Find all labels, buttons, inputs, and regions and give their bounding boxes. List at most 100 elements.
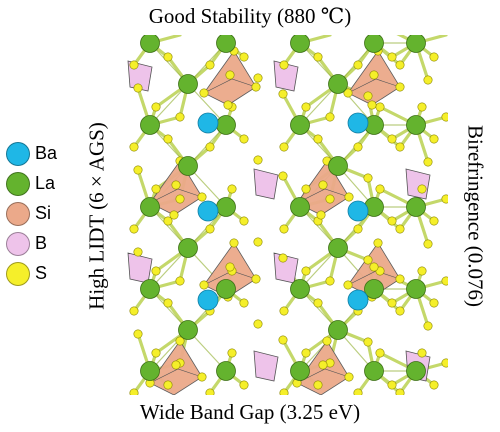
s-atom bbox=[301, 266, 311, 276]
s-atom bbox=[225, 262, 235, 272]
s-atom bbox=[175, 194, 185, 204]
s-atom bbox=[163, 298, 173, 308]
s-atom bbox=[353, 142, 363, 152]
la-atom bbox=[290, 35, 310, 53]
s-atom bbox=[129, 306, 139, 316]
s-atom bbox=[253, 237, 263, 247]
s-atom bbox=[279, 388, 289, 395]
s-atom bbox=[129, 388, 139, 395]
s-atom bbox=[197, 192, 207, 202]
s-atom bbox=[171, 360, 181, 370]
s-atom bbox=[441, 276, 448, 286]
s-atom bbox=[199, 88, 209, 98]
s-atom bbox=[205, 388, 215, 395]
s-atom bbox=[251, 82, 261, 92]
legend-item-b: B bbox=[6, 230, 76, 260]
s-atom bbox=[278, 335, 288, 345]
s-atom bbox=[253, 73, 263, 83]
s-atom bbox=[369, 262, 379, 272]
s-atom bbox=[129, 142, 139, 152]
la-atom bbox=[364, 361, 384, 381]
legend-label-b: B bbox=[35, 233, 48, 253]
s-atom bbox=[223, 100, 233, 110]
s-atom bbox=[344, 372, 354, 382]
la-atom bbox=[406, 197, 426, 217]
s-atom bbox=[417, 348, 427, 358]
la-atom bbox=[328, 156, 348, 176]
s-atom bbox=[169, 210, 179, 220]
s-atom bbox=[387, 52, 397, 62]
s-atom bbox=[133, 247, 143, 257]
s-atom bbox=[279, 142, 289, 152]
s-atom bbox=[316, 210, 326, 220]
s-atom bbox=[313, 134, 323, 144]
s-atom bbox=[278, 253, 288, 263]
la-atom bbox=[328, 74, 348, 94]
s-atom bbox=[175, 336, 185, 346]
legend-item-si: Si bbox=[6, 200, 76, 230]
s-atom bbox=[197, 372, 207, 382]
s-atom bbox=[429, 298, 439, 308]
ba-atom bbox=[197, 200, 219, 222]
s-atom bbox=[367, 100, 377, 110]
atoms-layer bbox=[129, 35, 448, 395]
s-atom bbox=[395, 388, 405, 395]
s-atom bbox=[225, 70, 235, 80]
ba-atom bbox=[197, 289, 219, 311]
s-atom bbox=[387, 134, 397, 144]
s-atom bbox=[279, 60, 289, 70]
s-atom bbox=[395, 224, 405, 234]
s-atom bbox=[363, 255, 373, 265]
s-atom bbox=[199, 280, 209, 290]
title-birefringence: Birefringence (0.076) bbox=[463, 125, 488, 307]
la-atom bbox=[216, 35, 236, 53]
s-atom bbox=[363, 337, 373, 347]
s-atom bbox=[278, 89, 288, 99]
s-atom bbox=[441, 194, 448, 204]
la-atom bbox=[364, 35, 384, 53]
s-atom bbox=[343, 280, 353, 290]
s-atom bbox=[278, 171, 288, 181]
la-atom bbox=[290, 115, 310, 135]
b-polyhedron bbox=[273, 60, 299, 92]
legend-label-la: La bbox=[35, 173, 56, 193]
s-atom bbox=[325, 112, 335, 122]
legend-item-s: S bbox=[6, 260, 76, 290]
s-atom bbox=[133, 83, 143, 93]
s-atom bbox=[441, 112, 448, 122]
s-atom bbox=[417, 266, 427, 276]
s-atom bbox=[395, 60, 405, 70]
s-atom bbox=[279, 224, 289, 234]
la-atom bbox=[364, 279, 384, 299]
la-atom bbox=[140, 197, 160, 217]
la-atom bbox=[290, 361, 310, 381]
b-polyhedron bbox=[253, 168, 279, 200]
s-atom bbox=[373, 238, 383, 248]
s-atom bbox=[369, 70, 379, 80]
s-atom bbox=[353, 60, 363, 70]
la-atom bbox=[178, 320, 198, 340]
s-atom bbox=[417, 184, 427, 194]
s-atom bbox=[318, 180, 328, 190]
s-atom bbox=[313, 52, 323, 62]
s-atom bbox=[322, 336, 332, 346]
s-atom bbox=[423, 321, 433, 331]
la-atom bbox=[406, 115, 426, 135]
la-atom bbox=[140, 361, 160, 381]
s-atom bbox=[429, 134, 439, 144]
crystal-structure-diagram bbox=[127, 35, 448, 395]
s-atom bbox=[423, 239, 433, 249]
s-atom bbox=[375, 184, 385, 194]
la-atom bbox=[216, 197, 236, 217]
la-atom-icon bbox=[6, 172, 30, 196]
la-atom bbox=[178, 238, 198, 258]
ba-atom bbox=[347, 200, 369, 222]
s-atom bbox=[227, 348, 237, 358]
la-atom bbox=[328, 238, 348, 258]
s-atom bbox=[429, 52, 439, 62]
s-atom bbox=[395, 274, 405, 284]
la-atom bbox=[178, 156, 198, 176]
s-atom bbox=[163, 380, 173, 390]
s-atom bbox=[318, 360, 328, 370]
s-atom bbox=[395, 142, 405, 152]
